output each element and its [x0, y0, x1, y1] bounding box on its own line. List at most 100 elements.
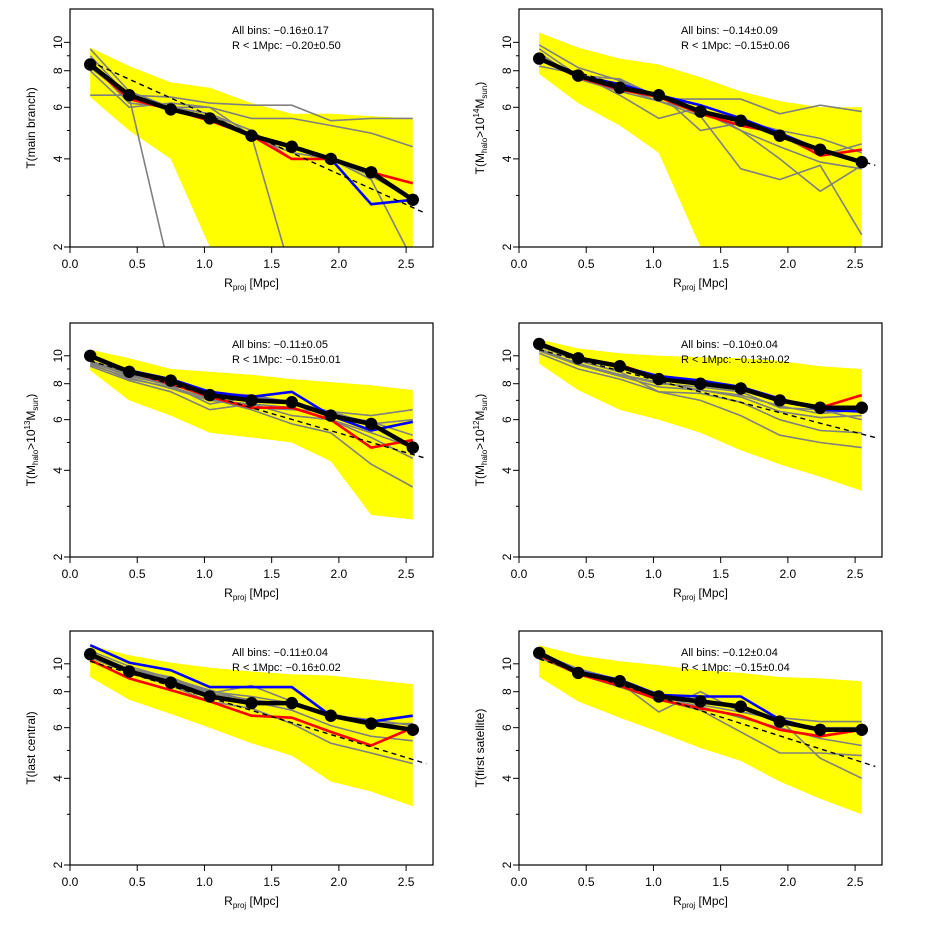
black-point — [123, 665, 136, 678]
y-label-sub: halo — [480, 449, 489, 465]
gray-series-line-5 — [538, 348, 862, 419]
x-label-main: R — [224, 276, 233, 290]
panel-3: 0.0 0.5 1.0 1.5 2.0 2.5 2 4 6 8 10 Rproj [Mpc] T(Mha… — [23, 322, 434, 602]
x-label-main: R — [673, 894, 682, 908]
plot-area — [84, 644, 427, 807]
x-axis-label: Rproj [Mpc] — [673, 276, 728, 292]
fit-dashed-line — [538, 59, 876, 167]
y-tick-label: 8 — [500, 688, 514, 695]
x-tick-label: 2.0 — [780, 875, 797, 889]
x-label-sub: proj — [233, 283, 247, 292]
x-label-sub: proj — [233, 593, 247, 602]
gray-series-line-1 — [538, 44, 862, 115]
y-label-pre: T(main branch) — [24, 87, 38, 168]
panel-frame — [69, 630, 434, 866]
black-point — [613, 675, 626, 688]
black-point — [123, 89, 136, 102]
y-axis-label: T(Mhalo>1013Msun) — [23, 394, 40, 487]
panel-frame — [518, 322, 883, 558]
y-label-sub2: sun — [480, 398, 489, 411]
y-tick-label: 4 — [500, 775, 514, 782]
y-tick-label: 2 — [500, 243, 514, 250]
x-label-post: [Mpc] — [695, 894, 728, 908]
black-point — [365, 717, 378, 730]
stats-annotation-1: All bins: −0.11±0.04 — [232, 647, 328, 659]
x-tick-label: 2.5 — [847, 257, 864, 271]
black-point — [203, 690, 216, 703]
black-point — [694, 105, 707, 118]
stats-annotation-2: R < 1Mpc: −0.15±0.06 — [681, 40, 790, 52]
panel-frame — [518, 630, 883, 866]
black-point — [652, 690, 665, 703]
x-label-sub: proj — [682, 593, 696, 602]
x-tick-label: 1.5 — [263, 257, 280, 271]
y-label-end: ) — [24, 394, 38, 398]
x-tick-label: 1.5 — [263, 875, 280, 889]
x-label-post: [Mpc] — [246, 894, 279, 908]
x-label-sub: proj — [682, 901, 696, 910]
black-point — [245, 129, 258, 142]
x-axis-label: Rproj [Mpc] — [224, 276, 279, 292]
y-tick-label: 4 — [51, 155, 65, 162]
y-label-sup: 13 — [23, 420, 32, 429]
x-tick-label: 2.5 — [847, 875, 864, 889]
black-point — [773, 394, 786, 407]
y-tick-label: 8 — [51, 67, 65, 74]
black-point — [814, 723, 827, 736]
x-tick-label: 1.5 — [712, 257, 729, 271]
y-label-sub: halo — [31, 449, 40, 465]
x-label-main: R — [224, 586, 233, 600]
x-tick-label: 0.0 — [62, 567, 79, 581]
y-tick-label: 4 — [500, 155, 514, 162]
x-tick-label: 0.0 — [62, 875, 79, 889]
x-label-post: [Mpc] — [246, 586, 279, 600]
x-tick-label: 2.5 — [847, 567, 864, 581]
y-label-end: ) — [473, 394, 487, 398]
x-label-sub: proj — [682, 283, 696, 292]
black-point — [245, 394, 258, 407]
y-label-mid: >10 — [473, 117, 487, 138]
y-label-mid: >10 — [24, 429, 38, 450]
panel-frame — [69, 8, 434, 248]
black-point — [324, 709, 337, 722]
x-label-main: R — [673, 276, 682, 290]
y-tick-label: 6 — [51, 416, 65, 423]
stats-annotation-1: All bins: −0.14±0.09 — [681, 25, 778, 37]
gray-series-line-2 — [90, 94, 413, 122]
y-label-post: M — [473, 411, 487, 421]
panel-5: 0.0 0.5 1.0 1.5 2.0 2.5 2 4 6 8 10 Rproj [Mpc] T(las… — [24, 630, 434, 910]
black-point — [84, 648, 97, 661]
black-point — [533, 52, 546, 65]
y-tick-label: 4 — [51, 775, 65, 782]
x-tick-label: 0.0 — [62, 257, 79, 271]
y-tick-label: 2 — [51, 861, 65, 868]
stats-annotation-2: R < 1Mpc: −0.16±0.02 — [232, 662, 341, 674]
black-point — [365, 166, 378, 179]
scatter-band — [539, 32, 862, 247]
x-tick-label: 2.0 — [331, 257, 348, 271]
black-point — [572, 69, 585, 82]
red-series-line — [538, 654, 863, 738]
black-point — [324, 152, 337, 166]
panel-frame — [518, 8, 883, 248]
panel-1: 0.0 0.5 1.0 1.5 2.0 2.5 2 4 6 8 10 Rproj [Mpc] T(mai… — [24, 8, 434, 292]
black-point — [773, 715, 786, 728]
black-point — [613, 360, 626, 373]
x-tick-label: 2.0 — [331, 567, 348, 581]
fit-dashed-line — [538, 349, 876, 439]
black-point — [365, 417, 378, 431]
black-point — [734, 700, 747, 713]
y-axis-label: T(Mhalo>1014Msun) — [472, 82, 489, 175]
x-tick-label: 0.0 — [511, 257, 528, 271]
y-label-pre: T(first satellite) — [473, 709, 487, 788]
stats-annotation-2: R < 1Mpc: −0.15±0.01 — [232, 354, 341, 366]
y-label-sup: 12 — [472, 420, 481, 429]
x-tick-label: 0.5 — [129, 875, 146, 889]
black-point — [533, 337, 546, 351]
y-tick-label: 10 — [51, 35, 65, 49]
x-tick-label: 0.5 — [129, 567, 146, 581]
y-label-mid: >10 — [473, 429, 487, 450]
y-tick-label: 2 — [51, 553, 65, 560]
y-label-sup: 14 — [472, 108, 481, 117]
x-tick-label: 1.0 — [196, 257, 213, 271]
